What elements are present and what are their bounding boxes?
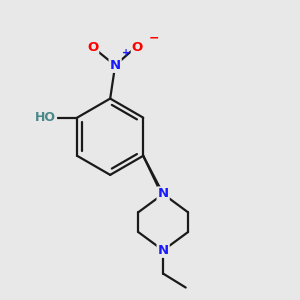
Text: N: N [158, 188, 169, 200]
Text: −: − [148, 31, 159, 44]
Text: N: N [158, 244, 169, 257]
Text: HO: HO [35, 111, 56, 124]
Text: O: O [87, 40, 98, 54]
Text: N: N [110, 59, 121, 72]
Text: +: + [122, 48, 130, 58]
Text: O: O [132, 40, 143, 54]
